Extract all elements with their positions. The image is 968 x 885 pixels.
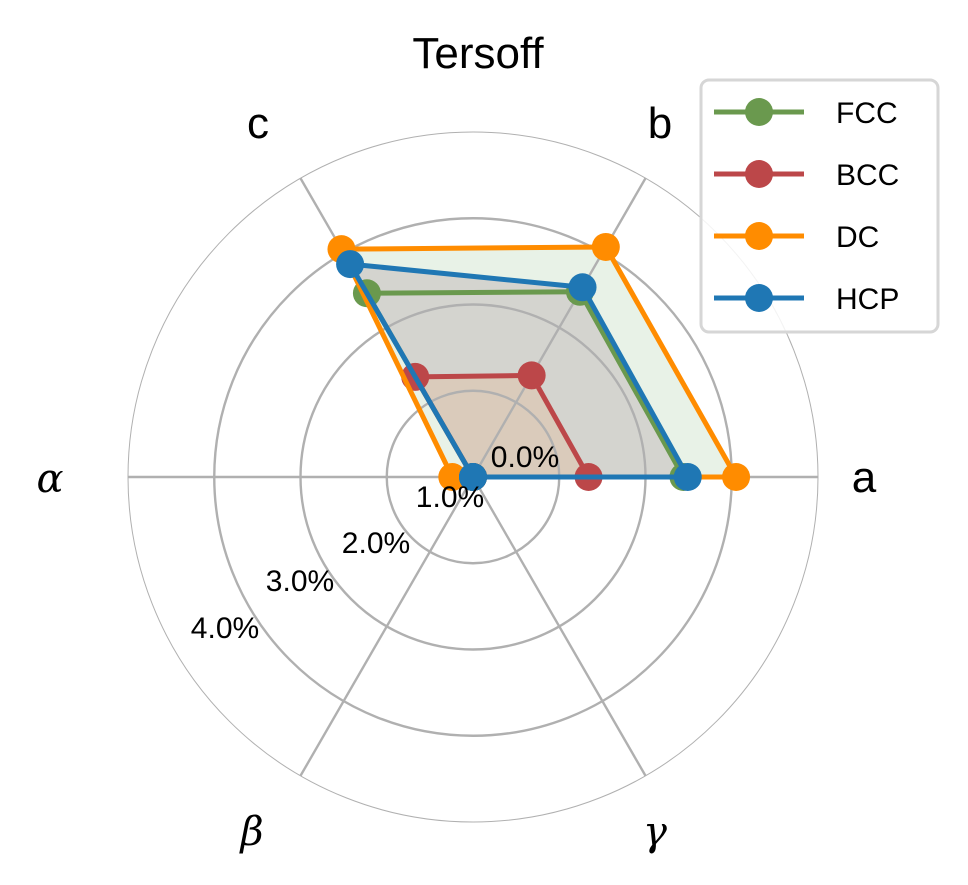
legend-frame bbox=[699, 78, 940, 334]
legend-marker-icon bbox=[745, 284, 773, 312]
axis-labels: a b c α β γ bbox=[36, 99, 876, 855]
legend: FCC BCC DC HCP bbox=[699, 78, 940, 334]
series-hcp bbox=[336, 250, 702, 491]
radial-tick-label: 4.0% bbox=[191, 612, 259, 645]
radial-tick-label: 0.0% bbox=[491, 441, 559, 474]
radial-tick-label: 1.0% bbox=[416, 481, 484, 514]
axis-label: α bbox=[36, 456, 63, 502]
data-point-marker bbox=[722, 463, 751, 491]
legend-marker-icon bbox=[745, 160, 773, 188]
radial-tick-label: 3.0% bbox=[266, 565, 334, 598]
data-point-marker bbox=[336, 250, 365, 279]
radial-tick-label: 2.0% bbox=[342, 527, 410, 560]
legend-item-hcp: HCP bbox=[714, 283, 899, 316]
grid-spoke bbox=[471, 177, 647, 478]
axis-label: β bbox=[238, 809, 263, 855]
axis-label: γ bbox=[643, 809, 667, 855]
data-point-marker bbox=[459, 463, 487, 491]
chart-title: Tersoff bbox=[412, 29, 544, 78]
legend-marker-icon bbox=[745, 222, 773, 250]
data-point-marker bbox=[591, 232, 620, 261]
axis-label: c bbox=[247, 99, 269, 148]
legend-label: FCC bbox=[836, 97, 898, 130]
legend-item-dc: DC bbox=[714, 221, 879, 254]
legend-item-fcc: FCC bbox=[714, 97, 898, 130]
radial-tick-labels: 0.0%1.0%2.0%3.0%4.0% bbox=[191, 441, 559, 645]
grid-spoke bbox=[299, 476, 475, 777]
legend-marker-icon bbox=[745, 98, 773, 126]
axis-label: b bbox=[648, 99, 672, 148]
legend-item-bcc: BCC bbox=[714, 159, 899, 192]
data-point-marker bbox=[517, 361, 546, 390]
data-point-marker bbox=[673, 463, 702, 491]
legend-label: BCC bbox=[836, 159, 899, 192]
legend-label: DC bbox=[836, 221, 879, 254]
data-point-marker bbox=[438, 463, 467, 491]
grid-spoke bbox=[471, 476, 647, 777]
data-point-marker bbox=[568, 273, 597, 302]
legend-label: HCP bbox=[836, 283, 899, 316]
series-lines bbox=[327, 232, 751, 491]
axis-label: a bbox=[852, 453, 877, 502]
